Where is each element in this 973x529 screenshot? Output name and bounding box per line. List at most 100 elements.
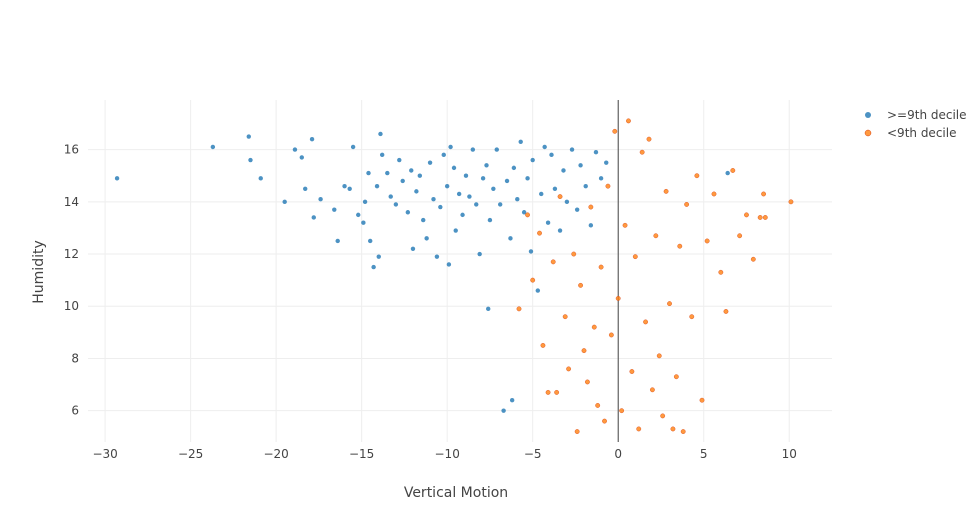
x-tick-label: −20	[263, 447, 288, 461]
legend-item-series-0[interactable]: >=9th decile	[865, 108, 967, 122]
series-0-point	[246, 134, 251, 139]
series-1-point	[757, 215, 763, 220]
y-tick-label: 6	[71, 404, 79, 418]
series-1-point	[680, 429, 686, 434]
series-0-point	[549, 152, 554, 158]
series-1-point	[595, 403, 601, 408]
series-0-point	[417, 173, 423, 178]
series-0-point	[508, 236, 513, 241]
series-0-point	[561, 168, 566, 173]
series-1-point	[540, 343, 546, 348]
series-0-point	[460, 212, 465, 218]
series-0-point	[424, 236, 429, 241]
series-0-point	[368, 238, 373, 244]
series-1-point	[639, 149, 645, 155]
series-1-point	[762, 215, 768, 220]
series-0-point	[518, 139, 523, 144]
series-1-point	[632, 254, 638, 260]
series-0-point	[374, 183, 380, 189]
series-0-point	[397, 157, 402, 163]
series-0-point	[451, 165, 457, 171]
series-0-point	[361, 220, 366, 225]
series-1-point	[730, 168, 736, 173]
series-0-point	[446, 262, 452, 267]
series-1-point	[718, 269, 724, 275]
series-1-point	[605, 183, 611, 189]
series-0-point	[509, 398, 515, 403]
series-1-point	[537, 230, 542, 236]
series-1-point	[571, 251, 577, 257]
series-0-point	[511, 165, 517, 171]
y-tick-label: 16	[64, 143, 79, 157]
series-0-point	[530, 157, 535, 163]
series-0-point	[299, 155, 304, 160]
series-0-point	[491, 186, 496, 191]
series-1-point	[566, 366, 572, 372]
series-1-point	[557, 194, 563, 199]
series-0-point	[525, 176, 530, 181]
series-0-point	[470, 147, 476, 152]
series-0-point	[583, 183, 588, 189]
x-tick-label: −25	[178, 447, 203, 461]
grid-layer	[88, 100, 832, 442]
series-0-point	[332, 207, 337, 212]
series-0-point	[388, 194, 393, 199]
series-0-point	[487, 217, 493, 223]
x-tick-label: −30	[92, 447, 117, 461]
series-1-point	[530, 277, 536, 283]
series-0-point	[467, 194, 472, 199]
series-1-point	[670, 426, 676, 432]
series-1-point	[612, 128, 618, 134]
series-0-point	[378, 131, 383, 137]
series-0-point	[309, 136, 315, 142]
series-0-point	[441, 152, 446, 158]
series-0-point	[362, 199, 368, 205]
series-0-point	[474, 202, 479, 207]
y-tick-label: 12	[64, 247, 79, 261]
series-0-point	[486, 306, 491, 312]
ticks-layer: −30 −25 −20 −15 −10 −5 0 5 10 6 8 10 12 14 16	[64, 143, 797, 461]
series-0-point	[552, 186, 558, 191]
series-0-point	[448, 144, 453, 150]
series-0-point	[376, 254, 381, 259]
series-0-point	[588, 223, 594, 228]
legend-item-series-1[interactable]: <9th decile	[864, 126, 956, 140]
series-1-point	[629, 369, 635, 374]
series-0-point	[725, 170, 730, 176]
series-0-point	[114, 176, 120, 181]
series-1-point	[646, 136, 652, 142]
series-0-point	[477, 251, 482, 257]
series-1-point	[574, 429, 580, 434]
y-tick-label: 10	[64, 299, 79, 313]
series-1-point	[689, 314, 695, 320]
series-1-point	[602, 418, 607, 424]
series-1-point	[684, 202, 690, 207]
series-0-point	[438, 204, 443, 210]
series-0-point	[421, 217, 426, 223]
series-0-point	[569, 147, 575, 152]
series-1-point	[588, 204, 594, 210]
series-0-point	[342, 183, 347, 189]
series-1-point	[737, 233, 743, 239]
series-0-point	[598, 176, 604, 181]
series-0-point	[405, 210, 411, 215]
series-0-point	[497, 202, 503, 207]
series-0-point	[248, 157, 253, 163]
series-0-point	[258, 176, 263, 181]
y-axis-title: Humidity	[31, 240, 47, 303]
series-1-point	[581, 348, 587, 354]
series-0-point	[578, 163, 583, 168]
series-0-point	[574, 207, 580, 212]
x-tick-label: −10	[435, 447, 460, 461]
legend: >=9th decile <9th decile	[864, 108, 967, 140]
series-0-point	[504, 178, 510, 184]
series-1-point	[711, 191, 717, 197]
series-1-point	[525, 212, 530, 218]
x-tick-label: −5	[524, 447, 542, 461]
series-0-point	[400, 178, 405, 184]
series-0-point	[335, 238, 340, 244]
series-1-point	[744, 212, 749, 218]
series-0-points	[114, 131, 730, 413]
